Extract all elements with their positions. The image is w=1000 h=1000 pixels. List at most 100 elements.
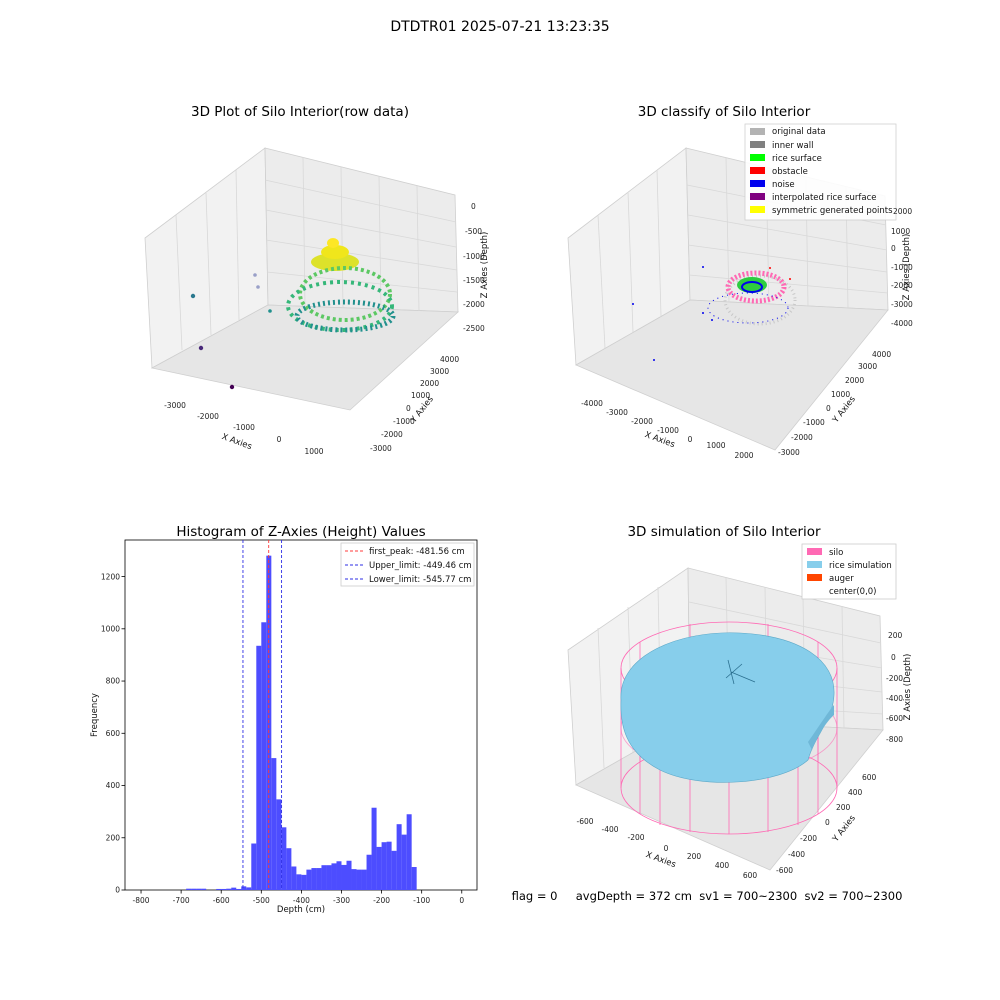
raw-plot-title: 3D Plot of Silo Interior(row data) (191, 104, 409, 120)
histogram-bar (306, 869, 312, 890)
raw-x-tick: -3000 (164, 401, 186, 410)
legend-interpolated-rice-surface: interpolated rice surface (772, 193, 877, 203)
classify-y-tick: 2000 (845, 376, 864, 385)
histogram-y-tick-label: 400 (106, 781, 121, 790)
histogram-reference-lines (242, 540, 283, 890)
histogram-bar (281, 827, 287, 890)
histogram-bar (371, 807, 377, 890)
histogram-x-axis-label: Depth (cm) (277, 905, 325, 915)
simulation-z-tick: -400 (886, 694, 903, 703)
histogram-bar (356, 869, 362, 890)
simulation-legend: silo rice simulation auger center(0,0) (801, 543, 897, 600)
simulation-y-tick: 400 (848, 788, 863, 797)
raw-x-tick: 1000 (304, 447, 323, 456)
histogram-bar (296, 874, 302, 890)
histogram-bar (241, 886, 247, 890)
histogram-bar (226, 888, 232, 890)
histogram-y-tick-label: 0 (115, 886, 120, 895)
raw-scatter-points (190, 238, 396, 390)
raw-x-tick: 0 (277, 435, 282, 444)
legend-swatch-symmetric-generated-points (750, 206, 765, 213)
simulation-x-tick: 200 (687, 852, 702, 861)
histogram-bar (401, 834, 407, 890)
panel-histogram: Histogram of Z-Axies (Height) Values -80… (90, 524, 478, 915)
simulation-x-axis-label: X Axies (644, 850, 677, 870)
histogram-bar (231, 887, 237, 890)
legend-auger: auger (829, 574, 854, 584)
raw-y-tick: -2000 (381, 430, 403, 439)
simulation-x-tick: -200 (627, 833, 644, 842)
legend-swatch-inner-wall (750, 141, 765, 148)
simulation-x-tick: -400 (601, 825, 618, 834)
histogram-legend: first_peak: -481.56 cm Upper_limit: -449… (340, 542, 475, 587)
histogram-bar (186, 888, 192, 890)
raw-z-axis-label: Z Axies (Depth) (480, 232, 490, 299)
histogram-bar (311, 868, 317, 890)
histogram-x-tick-label: -100 (413, 896, 430, 905)
histogram-x-ticks: -800 -700 -600 -500 -400 -300 -200 -100 0 (133, 890, 464, 905)
histogram-bar (346, 860, 352, 890)
simulation-plot-title: 3D simulation of Silo Interior (627, 524, 821, 540)
classify-z-tick: -4000 (891, 319, 913, 328)
status-line: flag = 0 avgDepth = 372 cm sv1 = 700~230… (512, 889, 903, 903)
histogram-bar (366, 854, 372, 890)
histogram-bar (411, 867, 417, 890)
histogram-bar (286, 848, 292, 890)
histogram-y-tick-label: 1000 (101, 625, 120, 634)
simulation-x-ticks: -600 -400 -200 0 200 400 600 (576, 817, 757, 880)
legend-center: center(0,0) (829, 587, 877, 597)
classify-y-tick: 3000 (858, 362, 877, 371)
classify-y-tick: -1000 (803, 418, 825, 427)
simulation-y-tick: 0 (825, 818, 830, 827)
histogram-bar (216, 888, 222, 890)
histogram-bar (276, 799, 282, 890)
rice-simulation-surface (620, 632, 835, 783)
histogram-bar (406, 814, 412, 890)
classify-y-tick: -2000 (791, 433, 813, 442)
raw-y-tick: -3000 (370, 444, 392, 453)
simulation-x-tick: 600 (743, 871, 758, 880)
histogram-bar (246, 887, 252, 890)
classify-y-tick: 0 (826, 404, 831, 413)
classify-y-ticks: -3000 -2000 -1000 0 1000 2000 3000 4000 (778, 350, 891, 457)
raw-z-tick: -1500 (463, 276, 485, 285)
simulation-z-axis-label: Z Axies (Depth) (903, 654, 913, 721)
legend-swatch-original-data (750, 128, 765, 135)
histogram-x-tick-label: -500 (253, 896, 270, 905)
histogram-x-tick-label: 0 (459, 896, 464, 905)
simulation-y-tick: -600 (776, 866, 793, 875)
classify-x-tick: 1000 (706, 441, 725, 450)
histogram-y-tick-label: 1200 (101, 572, 120, 581)
raw-y-tick: 1000 (411, 391, 430, 400)
histogram-x-tick-label: -600 (213, 896, 230, 905)
classify-z-tick: 0 (891, 244, 896, 253)
legend-inner-wall: inner wall (772, 141, 813, 151)
histogram-bar (336, 861, 342, 890)
classify-z-tick: 2000 (893, 207, 912, 216)
legend-swatch-auger (807, 574, 822, 581)
legend-rice-simulation: rice simulation (829, 561, 892, 571)
simulation-z-tick: -800 (886, 735, 903, 744)
histogram-y-tick-label: 600 (106, 729, 121, 738)
legend-obstacle: obstacle (772, 167, 808, 177)
histogram-bar (221, 888, 227, 890)
histogram-bar (261, 622, 267, 890)
classify-y-tick: 1000 (831, 390, 850, 399)
histogram-bar (256, 645, 262, 890)
simulation-x-tick: 0 (664, 844, 669, 853)
histogram-bar (391, 850, 397, 890)
histogram-x-tick-label: -300 (333, 896, 350, 905)
legend-swatch-rice-surface (750, 154, 765, 161)
simulation-z-tick: -200 (886, 674, 903, 683)
simulation-y-tick: -400 (788, 850, 805, 859)
histogram-bar (376, 846, 382, 890)
histogram-bar (271, 758, 277, 890)
classify-x-tick: -3000 (606, 408, 628, 417)
simulation-y-tick: 200 (836, 803, 851, 812)
raw-y-tick: 2000 (420, 379, 439, 388)
histogram-bar (386, 841, 392, 890)
histogram-bar (396, 824, 402, 890)
histogram-bar (341, 864, 347, 890)
histogram-bar (291, 866, 297, 890)
